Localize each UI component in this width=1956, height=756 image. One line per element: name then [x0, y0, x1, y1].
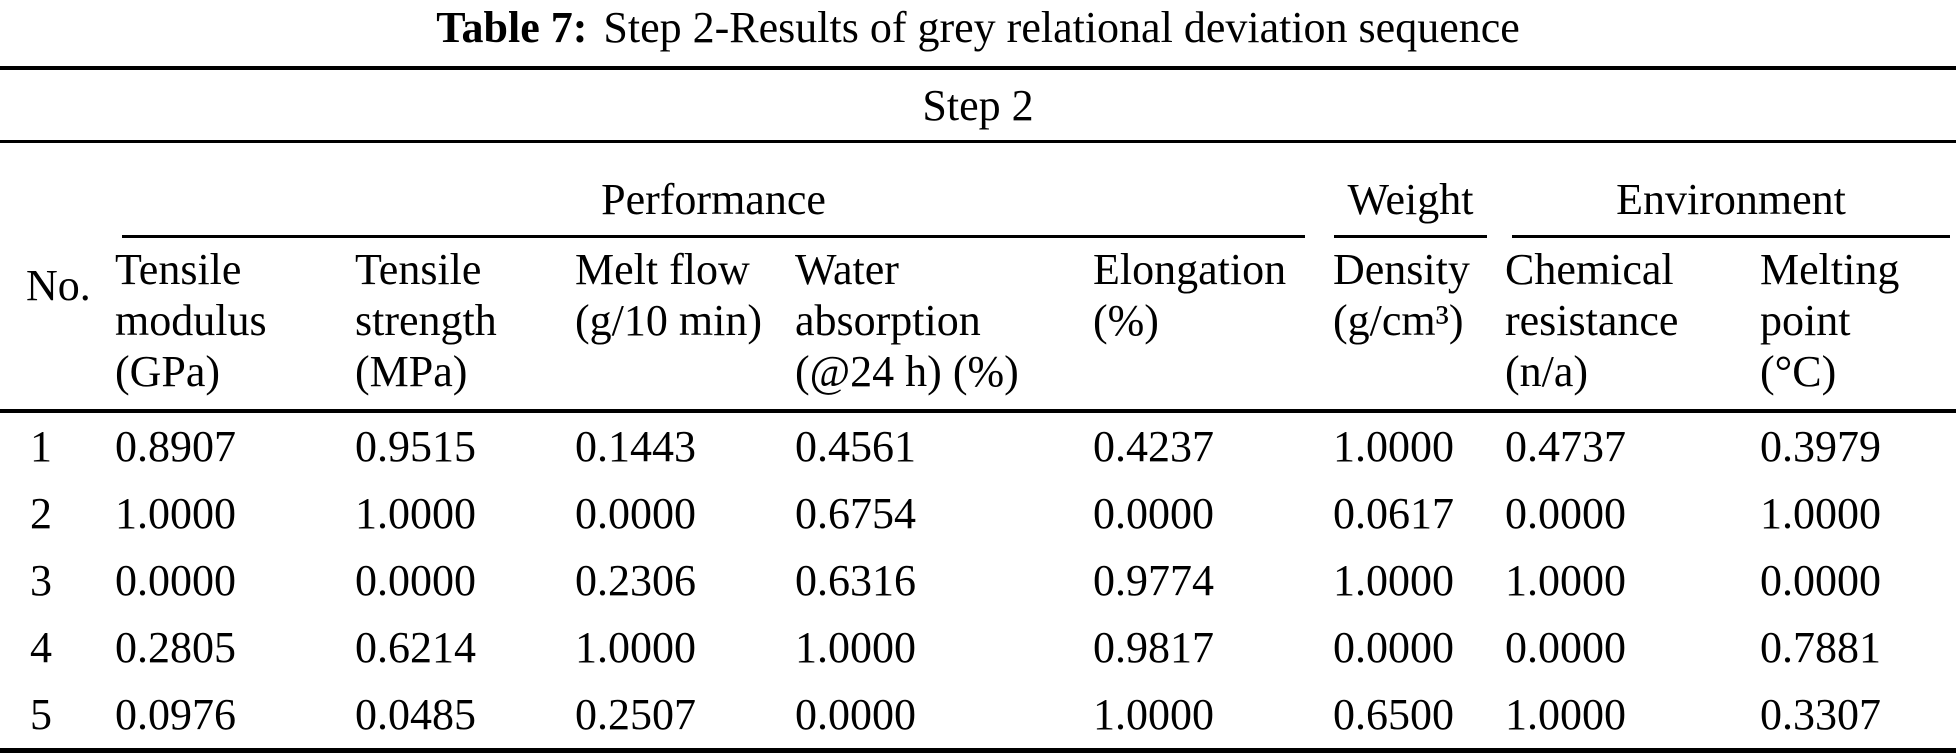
table-cell-no: 3	[30, 555, 52, 605]
column-header-no: No.	[0, 238, 103, 413]
table-cell: 1.0000	[575, 622, 696, 672]
table-cell: 0.0000	[783, 681, 1081, 753]
table-cell: 0.0000	[115, 555, 236, 605]
table-cell: 0.2306	[575, 555, 696, 605]
table-cell: 0.9515	[355, 421, 476, 471]
table-caption-text: Step 2-Results of grey relational deviat…	[603, 3, 1520, 52]
column-header-density: Density (g/cm³)	[1321, 238, 1493, 413]
step-header: Step 2	[0, 66, 1956, 143]
table-cell: 0.0000	[355, 555, 476, 605]
column-header-tensile-strength: Tensile strength (MPa)	[343, 238, 563, 413]
table-cell: 0.9774	[1093, 555, 1214, 605]
table-cell: 0.6754	[795, 488, 916, 538]
table-cell: 0.0000	[1505, 622, 1626, 672]
table-cell-no: 2	[30, 488, 52, 538]
group-header-environment: Environment	[1493, 142, 1956, 238]
table-cell: 0.3979	[1760, 421, 1881, 471]
table-cell: 0.0000	[1333, 622, 1454, 672]
table-cell: 1.0000	[115, 488, 236, 538]
table-row: 3 0.0000 0.0000 0.2306 0.6316 0.9774 1.0…	[0, 547, 1956, 614]
table-cell: 0.0000	[1505, 488, 1626, 538]
column-header-melting-point: Melting point (°C)	[1748, 238, 1956, 413]
column-header-tensile-modulus: Tensile modulus (GPa)	[103, 238, 343, 413]
table-cell: 0.9817	[1093, 622, 1214, 672]
table-cell: 1.0000	[1760, 488, 1881, 538]
table-cell: 0.0000	[1760, 555, 1881, 605]
table-row: 4 0.2805 0.6214 1.0000 1.0000 0.9817 0.0…	[0, 614, 1956, 681]
table-row: 5 0.0976 0.0485 0.2507 0.0000 1.0000 0.6…	[0, 681, 1956, 753]
table-cell: 1.0000	[355, 488, 476, 538]
group-header-weight-label: Weight	[1334, 177, 1487, 238]
table-cell: 0.3307	[1748, 681, 1956, 753]
table-cell: 0.2507	[563, 681, 783, 753]
table-cell: 1.0000	[795, 622, 916, 672]
table-cell: 0.7881	[1760, 622, 1881, 672]
table-row: 1 0.8907 0.9515 0.1443 0.4561 0.4237 1.0…	[0, 411, 1956, 480]
table-cell-no: 4	[30, 622, 52, 672]
table-cell: 1.0000	[1333, 555, 1454, 605]
column-header-row: No. Tensile modulus (GPa) Tensile streng…	[0, 238, 1956, 413]
data-table: Step 2 Performance Weight Environment No…	[0, 66, 1956, 753]
table-cell: 0.0617	[1333, 488, 1454, 538]
table-row: 2 1.0000 1.0000 0.0000 0.6754 0.0000 0.0…	[0, 480, 1956, 547]
table-cell-no: 1	[30, 421, 52, 471]
table-cell: 1.0000	[1505, 555, 1626, 605]
group-header-weight: Weight	[1321, 142, 1493, 238]
table-cell: 0.2805	[115, 622, 236, 672]
table-cell: 0.4737	[1505, 421, 1626, 471]
table-caption: Table 7: Step 2-Results of grey relationa…	[0, 0, 1956, 66]
table-cell: 1.0000	[1081, 681, 1321, 753]
table-cell: 0.0976	[103, 681, 343, 753]
table-cell-no: 5	[0, 681, 103, 753]
column-header-chemical-resistance: Chemical resistance (n/a)	[1493, 238, 1748, 413]
group-header-performance: Performance	[103, 142, 1321, 238]
column-header-melt-flow: Melt flow (g/10 min)	[563, 238, 783, 413]
group-header-environment-label: Environment	[1512, 177, 1950, 238]
table-cell: 1.0000	[1333, 421, 1454, 471]
table-cell: 1.0000	[1493, 681, 1748, 753]
table-cell: 0.0000	[575, 488, 696, 538]
table-cell: 0.6316	[795, 555, 916, 605]
group-spacer	[0, 142, 103, 239]
table-cell: 0.0485	[343, 681, 563, 753]
table-cell: 0.6500	[1321, 681, 1493, 753]
table-cell: 0.1443	[575, 421, 696, 471]
table-cell: 0.6214	[355, 622, 476, 672]
table-cell: 0.8907	[115, 421, 236, 471]
group-header-row: Performance Weight Environment	[0, 142, 1956, 239]
table-caption-label: Table 7:	[436, 3, 588, 52]
column-header-elongation: Elongation (%)	[1081, 238, 1321, 413]
table-cell: 0.0000	[1093, 488, 1214, 538]
column-header-water-absorption: Water absorption (@24 h) (%)	[783, 238, 1081, 413]
group-header-performance-label: Performance	[122, 177, 1305, 238]
step-header-row: Step 2	[0, 66, 1956, 143]
table-cell: 0.4237	[1093, 421, 1214, 471]
table-cell: 0.4561	[795, 421, 916, 471]
